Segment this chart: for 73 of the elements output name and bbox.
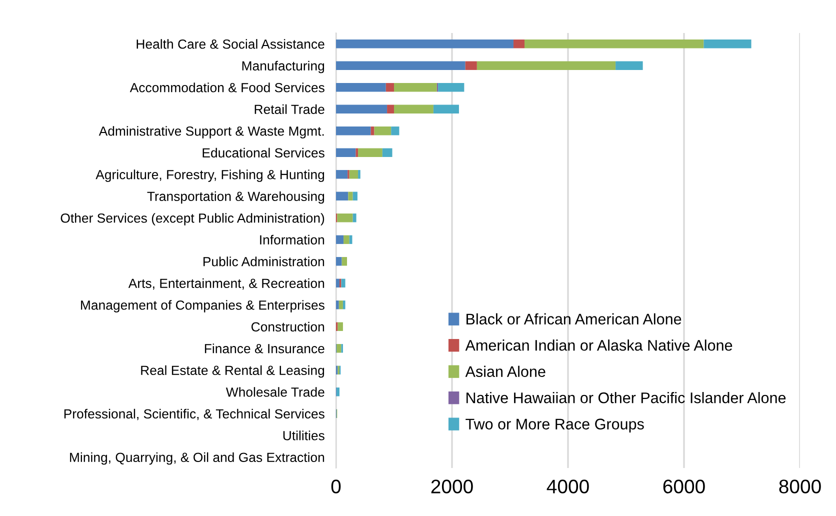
legend-label: American Indian or Alaska Native Alone	[465, 340, 732, 351]
bar	[348, 192, 353, 200]
y-tick-label: Professional, Scientific, & Technical Services	[64, 408, 324, 420]
y-tick-label: Accommodation & Food Services	[130, 82, 324, 92]
bar	[344, 235, 350, 244]
bar	[513, 40, 524, 48]
x-tick-label: 4000	[546, 480, 589, 494]
y-tick-label: Construction	[251, 322, 324, 332]
y-tick-label: Real Estate & Rental & Leasing	[141, 365, 324, 378]
y-tick-label: Management of Companies & Enterprises	[81, 300, 324, 312]
y-tick-label: Agriculture, Forestry, Fishing & Hunting	[96, 170, 324, 182]
bar	[336, 170, 348, 179]
x-tick-label: 0	[331, 480, 341, 494]
bar	[352, 192, 358, 200]
bar	[386, 83, 394, 92]
bar	[616, 61, 643, 70]
bar	[433, 104, 459, 114]
y-tick-label: Health Care & Social Assistance	[136, 39, 324, 49]
y-tick-label: Public Administration	[204, 256, 324, 266]
bar	[336, 192, 348, 200]
bar	[341, 278, 346, 288]
bar	[336, 257, 342, 266]
bar	[349, 170, 358, 179]
bar	[465, 61, 477, 70]
bar	[352, 214, 356, 222]
bar	[336, 300, 339, 310]
bar	[336, 61, 466, 70]
x-tick-label: 2000	[431, 480, 473, 494]
y-tick-label: Administrative Support & Waste Mgmt.	[98, 126, 324, 138]
bar	[342, 257, 348, 266]
x-tick-label: 8000	[779, 480, 821, 494]
legend-label: Asian Alone	[465, 366, 546, 377]
bar	[336, 388, 340, 396]
bar	[394, 104, 434, 114]
y-tick-label: Utilities	[283, 430, 324, 440]
x-tick-label: 6000	[663, 480, 705, 494]
y-tick-label: Educational Services	[202, 148, 324, 158]
bar	[374, 126, 392, 136]
bar	[342, 300, 346, 310]
bar	[338, 300, 343, 310]
bar	[338, 322, 343, 331]
y-tick-label: Manufacturing	[242, 60, 324, 74]
bar	[356, 148, 358, 157]
bar	[704, 40, 752, 48]
bar	[337, 214, 353, 222]
bar	[438, 83, 464, 92]
bar	[336, 148, 356, 157]
bar	[336, 235, 344, 244]
bar	[336, 344, 342, 353]
bar	[336, 104, 388, 114]
legend-label: Two or More Race Groups	[466, 418, 644, 432]
bar	[358, 148, 382, 157]
bar	[336, 126, 371, 136]
y-tick-label: Arts, Entertainment, & Recreation	[128, 278, 324, 290]
y-tick-label: Finance & Insurance	[204, 344, 324, 354]
bar	[382, 148, 392, 157]
y-tick-label: Wholesale Trade	[226, 387, 324, 397]
y-tick-label: Retail Trade	[254, 104, 324, 114]
bar	[524, 40, 704, 48]
bar	[336, 83, 386, 92]
bar	[476, 61, 616, 70]
bar	[336, 40, 514, 48]
y-tick-label: Other Services (except Public Administration)	[60, 213, 324, 226]
y-tick-label: Transportation & Warehousing	[147, 191, 324, 204]
bar	[394, 83, 437, 92]
legend-label: Native Hawaiian or Other Pacific Islander Alone	[466, 392, 786, 404]
y-tick-label: Mining, Quarrying, & Oil and Gas Extraction	[70, 452, 324, 465]
legend-label: Black or African American Alone	[466, 313, 682, 325]
bar	[387, 104, 394, 114]
bar	[391, 126, 400, 136]
y-tick-label: Information	[260, 234, 324, 245]
bar	[370, 126, 374, 136]
bar	[336, 278, 340, 288]
